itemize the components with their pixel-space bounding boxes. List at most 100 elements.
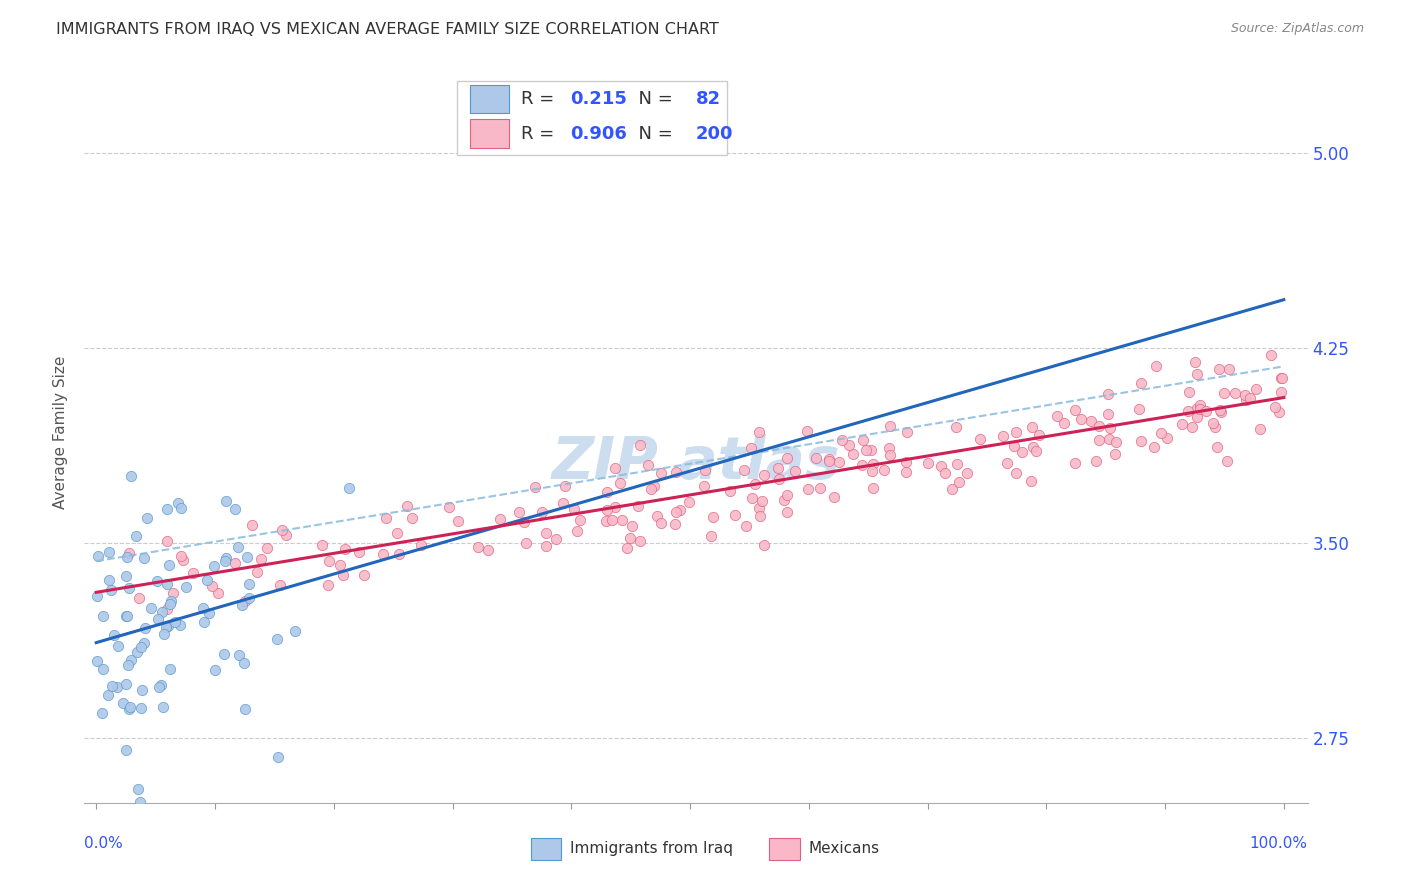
Point — [1104, 447, 1126, 461]
Point — [744, 477, 766, 491]
Point — [603, 460, 626, 475]
Point — [931, 458, 953, 473]
Point — [1004, 467, 1026, 481]
Point — [152, 627, 174, 641]
Point — [193, 615, 215, 630]
Point — [879, 448, 901, 462]
Point — [266, 632, 288, 646]
Point — [776, 488, 799, 502]
Point — [1189, 402, 1212, 417]
Point — [170, 549, 193, 563]
Point — [1233, 388, 1256, 402]
Point — [1129, 376, 1152, 391]
Point — [318, 554, 340, 568]
FancyBboxPatch shape — [531, 838, 561, 860]
Point — [204, 663, 226, 677]
Point — [650, 467, 672, 481]
Text: Immigrants from Iraq: Immigrants from Iraq — [569, 841, 733, 856]
Point — [855, 443, 877, 458]
Point — [640, 482, 662, 496]
Point — [1218, 362, 1240, 376]
Point — [1130, 434, 1153, 449]
Point — [551, 496, 574, 510]
Point — [896, 425, 918, 439]
Point — [439, 500, 461, 514]
Point — [91, 706, 114, 721]
Point — [665, 505, 688, 519]
Point — [702, 509, 724, 524]
Point — [1244, 382, 1267, 396]
Point — [333, 542, 356, 557]
Point — [409, 538, 432, 552]
Point — [748, 501, 770, 516]
Point — [467, 541, 489, 555]
Point — [955, 466, 977, 480]
Point — [174, 580, 197, 594]
Point — [733, 463, 755, 477]
Point — [240, 518, 263, 533]
Point — [531, 505, 554, 519]
Point — [170, 501, 193, 516]
Point — [1195, 404, 1218, 418]
Point — [146, 574, 169, 589]
Point — [1267, 405, 1289, 419]
Point — [946, 458, 969, 472]
Point — [724, 508, 747, 522]
Point — [546, 532, 568, 546]
Point — [129, 640, 152, 654]
Point — [105, 680, 128, 694]
Point — [1211, 404, 1233, 418]
Point — [269, 578, 291, 592]
Point — [236, 550, 259, 565]
Point — [1181, 420, 1204, 434]
Point — [851, 433, 873, 447]
Point — [772, 493, 794, 508]
FancyBboxPatch shape — [769, 838, 800, 860]
Point — [534, 539, 557, 553]
Point — [224, 556, 246, 570]
Point — [734, 519, 756, 533]
Point — [115, 608, 138, 623]
Point — [150, 678, 173, 692]
Point — [135, 511, 157, 525]
Point — [115, 569, 138, 583]
Point — [817, 451, 839, 466]
Point — [948, 475, 970, 490]
Point — [567, 524, 589, 538]
Point — [162, 586, 184, 600]
Point — [311, 538, 333, 552]
Point — [1216, 454, 1239, 468]
Point — [995, 456, 1018, 470]
Text: IMMIGRANTS FROM IRAQ VS MEXICAN AVERAGE FAMILY SIZE CORRELATION CHART: IMMIGRANTS FROM IRAQ VS MEXICAN AVERAGE … — [56, 22, 718, 37]
Point — [232, 656, 254, 670]
Point — [1046, 409, 1069, 424]
Point — [387, 526, 409, 541]
Text: R =: R = — [522, 125, 560, 143]
Point — [1187, 409, 1209, 424]
Point — [157, 558, 180, 572]
Point — [1053, 417, 1076, 431]
Point — [628, 438, 651, 452]
Point — [128, 591, 150, 606]
Point — [894, 455, 917, 469]
Point — [156, 534, 179, 549]
Point — [1011, 445, 1033, 459]
Point — [371, 547, 394, 561]
Point — [183, 566, 205, 581]
Point — [86, 654, 108, 668]
Point — [768, 461, 790, 475]
Point — [941, 482, 963, 496]
Point — [1171, 417, 1194, 431]
Point — [97, 688, 120, 702]
Point — [274, 528, 297, 542]
FancyBboxPatch shape — [470, 85, 509, 112]
Point — [120, 469, 142, 483]
Point — [477, 543, 499, 558]
Point — [114, 677, 136, 691]
Point — [226, 540, 249, 554]
Point — [1097, 386, 1119, 401]
Point — [1212, 385, 1234, 400]
Point — [1025, 444, 1047, 458]
Point — [127, 781, 149, 796]
Point — [125, 645, 148, 659]
